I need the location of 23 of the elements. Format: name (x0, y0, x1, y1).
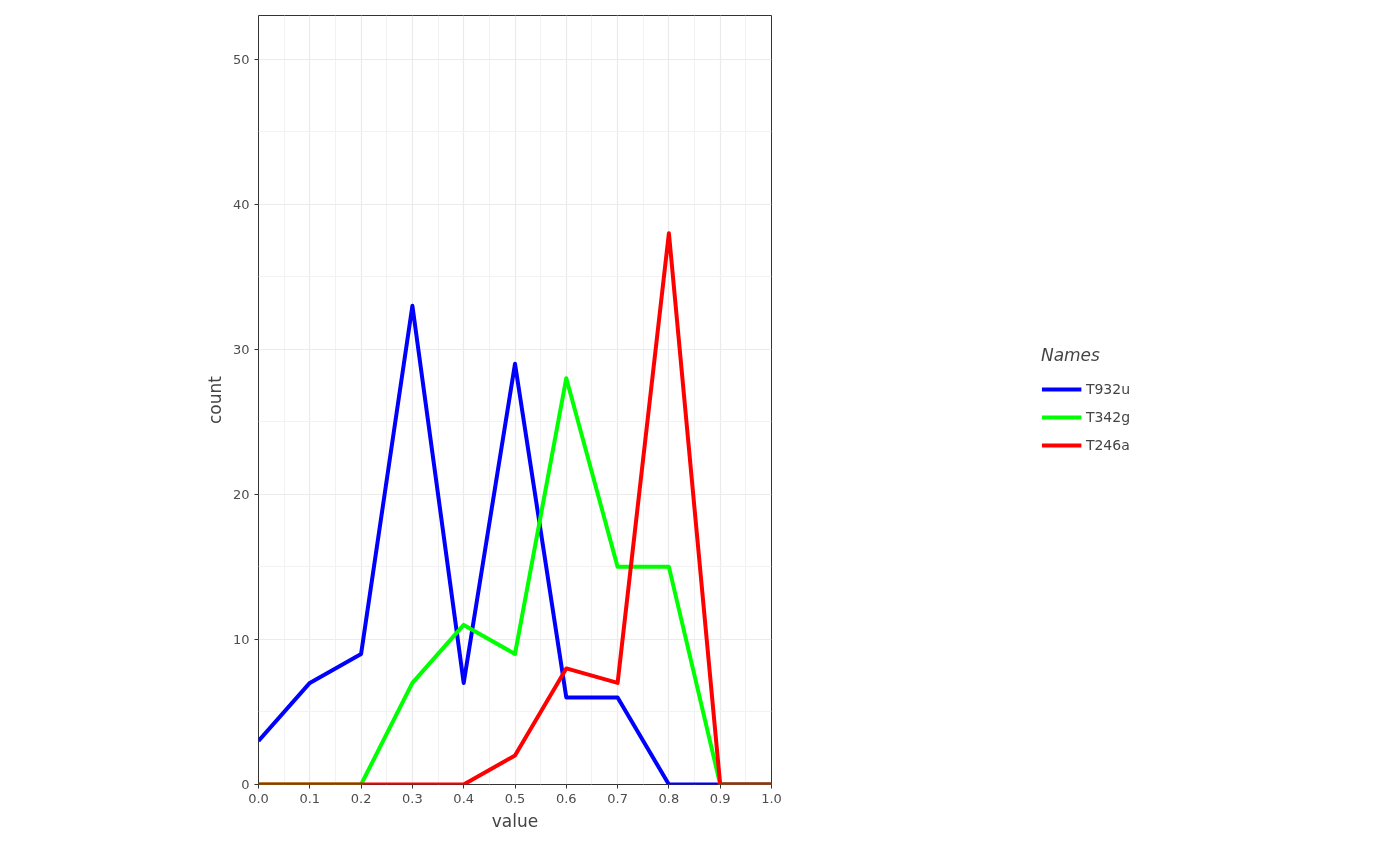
x-tick-label: 0.1 (299, 790, 321, 806)
legend-label: T342g (1085, 408, 1131, 425)
x-tick-label: 0.0 (248, 790, 269, 806)
x-tick-label: 0.6 (555, 790, 577, 806)
x-tick-label: 0.4 (453, 790, 475, 806)
x-tick-label: 0.2 (350, 790, 372, 806)
x-tick-label: 0.7 (607, 790, 628, 806)
y-tick-label: 30 (232, 341, 250, 357)
y-tick-label: 40 (232, 196, 250, 212)
y-tick-label: 50 (232, 51, 250, 67)
x-tick-label: 0.5 (504, 790, 526, 806)
x-tick-label: 0.9 (709, 790, 731, 806)
x-tick-label: 0.8 (658, 790, 680, 806)
y-tick-label: 10 (232, 631, 250, 647)
x-tick-label: 0.3 (402, 790, 423, 806)
legend-label: T246a (1085, 436, 1130, 453)
legend-label: T932u (1085, 380, 1131, 397)
y-tick-label: 0 (241, 777, 250, 792)
x-tick-label: 1.0 (761, 790, 782, 806)
x-axis-title: value (491, 810, 539, 831)
legend-title: Names (1040, 344, 1101, 365)
y-tick-label: 20 (232, 486, 250, 502)
y-axis-title: count (204, 375, 225, 424)
